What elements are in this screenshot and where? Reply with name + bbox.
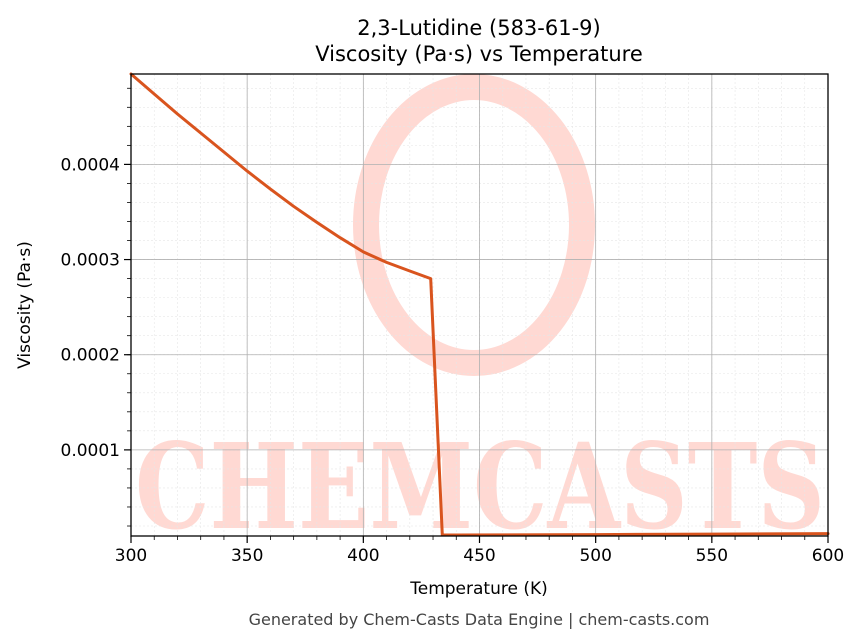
- axis-ticks: 300 350 400 450 500 550 600 0.0001 0.0002 0.0003 0…: [61, 87, 844, 566]
- footer-credit: Generated by Chem-Casts Data Engine | ch…: [249, 610, 710, 629]
- x-axis-label: Temperature (K): [409, 579, 548, 599]
- y-tick-label: 0.0004: [61, 155, 120, 175]
- x-tick-label: 500: [579, 546, 611, 566]
- viscosity-series-line: [129, 72, 830, 537]
- y-tick-label: 0.0002: [61, 346, 120, 366]
- watermark: CHEMCASTS: [135, 74, 825, 556]
- x-tick-label: 300: [115, 546, 147, 566]
- series-layer: [129, 72, 830, 537]
- y-axis-label: Viscosity (Pa·s): [15, 241, 35, 369]
- x-tick-label: 600: [812, 546, 844, 566]
- chart-subtitle: Viscosity (Pa·s) vs Temperature: [315, 42, 643, 66]
- chart-title: 2,3-Lutidine (583-61-9): [357, 16, 600, 40]
- watermark-ring-icon: [353, 74, 595, 376]
- y-tick-label: 0.0003: [61, 251, 120, 271]
- x-tick-label: 550: [696, 546, 728, 566]
- y-tick-label: 0.0001: [61, 441, 120, 461]
- x-tick-label: 450: [463, 546, 495, 566]
- x-tick-label: 350: [231, 546, 263, 566]
- x-tick-label: 400: [347, 546, 379, 566]
